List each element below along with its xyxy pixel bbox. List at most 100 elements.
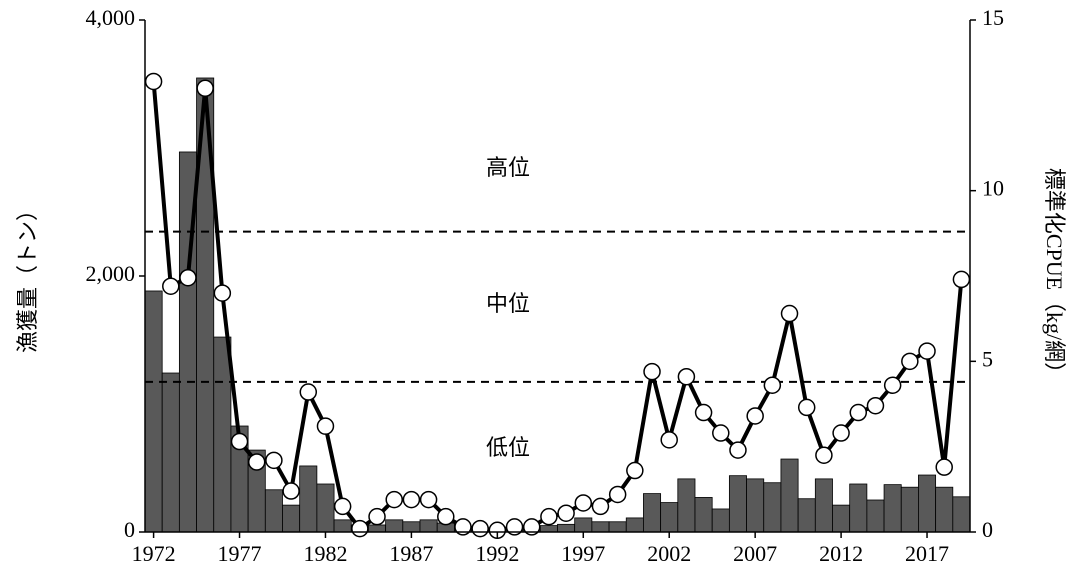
cpue-marker: [832, 424, 850, 442]
bar: [282, 504, 301, 533]
bar: [952, 496, 971, 533]
bar: [539, 525, 558, 533]
bar: [161, 372, 180, 533]
bar: [866, 499, 885, 533]
cpue-marker: [883, 376, 902, 394]
x-tick-label: 1997: [561, 541, 605, 566]
bar: [264, 489, 283, 533]
cpue-marker: [247, 453, 266, 471]
y2-tick-label: 10: [982, 176, 1004, 201]
bar: [557, 523, 576, 533]
cpue-marker: [282, 482, 300, 500]
bar: [677, 478, 696, 533]
cpue-marker: [333, 497, 352, 516]
cpue-marker: [265, 451, 283, 470]
cpue-marker: [557, 504, 575, 522]
cpue-marker: [196, 79, 214, 98]
cpue-marker: [454, 518, 472, 536]
bar: [728, 475, 747, 533]
bar: [213, 336, 232, 533]
bar: [832, 504, 851, 533]
cpue-marker: [505, 518, 524, 536]
bar: [763, 482, 782, 533]
cpue-marker: [230, 432, 249, 451]
y2-axis-label: 標準化CPUE（kg/網）: [1042, 168, 1067, 384]
cpue-marker: [952, 270, 971, 289]
cpue-marker: [574, 494, 593, 512]
y-tick-label: 4,000: [86, 5, 136, 30]
cpue-marker: [488, 521, 507, 540]
bar: [814, 478, 833, 533]
x-tick-label: 2007: [733, 541, 777, 566]
cpue-marker: [522, 518, 541, 536]
cpue-marker: [402, 490, 421, 509]
cpue-marker: [162, 277, 180, 295]
bar: [849, 483, 868, 533]
bar: [797, 498, 816, 533]
x-tick-label: 1972: [132, 541, 176, 566]
cpue-marker: [901, 352, 919, 371]
bar: [368, 524, 387, 533]
bar: [643, 493, 662, 533]
bar: [333, 519, 352, 533]
bar: [780, 458, 799, 533]
bar: [574, 517, 593, 533]
cpue-marker: [918, 342, 936, 360]
cpue-marker: [746, 407, 764, 425]
y-axis-label: 漁獲量（トン）: [15, 199, 40, 353]
y-tick-label: 2,000: [86, 261, 136, 286]
cpue-marker: [729, 441, 747, 459]
cpue-marker: [780, 304, 799, 323]
x-tick-label: 1987: [389, 541, 433, 566]
bar: [625, 517, 644, 533]
cpue-marker: [437, 507, 455, 526]
bar: [316, 483, 335, 533]
bar: [660, 502, 679, 533]
cpue-marker: [677, 367, 696, 386]
bar: [144, 290, 163, 533]
cpue-marker: [712, 424, 730, 442]
y2-tick-label: 5: [982, 346, 993, 371]
cpue-marker: [471, 519, 489, 538]
x-tick-label: 1977: [218, 541, 262, 566]
bar: [694, 497, 713, 533]
bar: [711, 508, 730, 533]
bar: [608, 521, 627, 533]
cpue-marker: [591, 497, 610, 516]
cpue-marker: [144, 72, 163, 91]
cpue-marker: [213, 284, 232, 302]
zone-label: 高位: [486, 155, 530, 180]
bar: [918, 474, 937, 533]
x-tick-label: 1982: [303, 541, 347, 566]
x-tick-label: 2012: [819, 541, 863, 566]
x-tick-label: 1992: [475, 541, 519, 566]
cpue-marker: [368, 507, 386, 526]
cpue-marker: [540, 507, 558, 526]
bar: [402, 521, 421, 533]
cpue-marker: [179, 268, 197, 287]
cpue-marker: [935, 458, 953, 476]
cpue-marker: [299, 383, 318, 401]
bar: [935, 486, 954, 533]
zone-label: 低位: [486, 435, 530, 460]
bar: [385, 519, 404, 533]
cpue-marker: [385, 490, 403, 509]
cpue-marker: [815, 446, 833, 464]
cpue-marker: [419, 490, 438, 509]
cpue-marker: [660, 431, 678, 449]
x-tick-label: 2002: [647, 541, 691, 566]
x-tick-label: 2017: [905, 541, 949, 566]
cpue-marker: [643, 362, 661, 381]
cpue-marker: [849, 403, 868, 422]
cpue-marker: [866, 396, 885, 415]
cpue-marker: [316, 417, 335, 435]
bar: [419, 519, 438, 533]
cpue-marker: [797, 398, 816, 417]
bar: [900, 486, 919, 533]
cpue-marker: [763, 376, 782, 394]
y2-tick-label: 0: [982, 517, 993, 542]
y2-tick-label: 15: [982, 5, 1004, 30]
cpue-marker: [626, 461, 644, 480]
cpue-marker: [608, 485, 627, 504]
